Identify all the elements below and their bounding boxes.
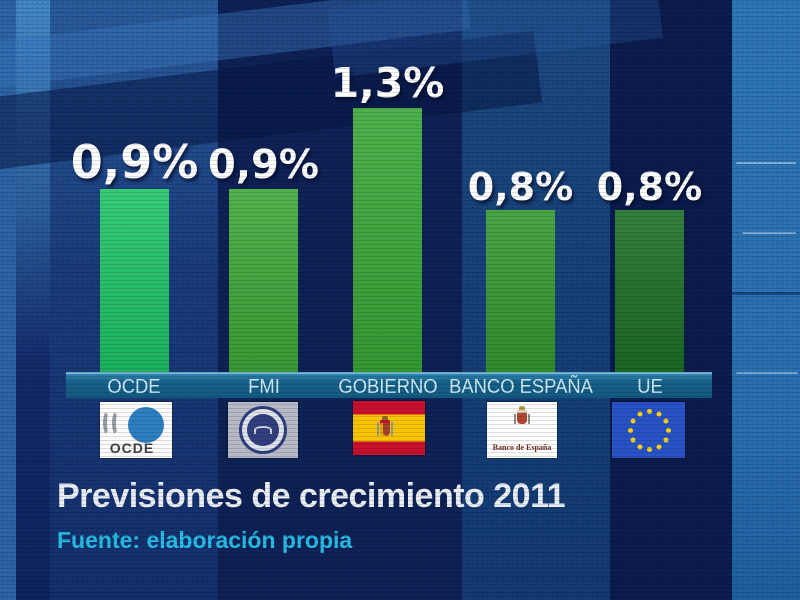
- category-label-gobierno: GOBIERNO: [338, 376, 438, 398]
- ocde-wave-icon: [112, 410, 123, 436]
- eu-star-icon: [665, 428, 671, 433]
- ocde-logo: OCDE: [100, 402, 172, 458]
- source-caption: Fuente: elaboración propia: [57, 527, 353, 553]
- bar-group-banco-espana: 0,8%: [468, 0, 573, 372]
- bar-value-label: 0,8%: [596, 165, 703, 209]
- banco-espana-logo: Banco de España: [487, 402, 557, 458]
- ocde-globe-icon: [128, 407, 164, 443]
- bar-value-label: 0,8%: [467, 165, 574, 209]
- eu-star-icon: [629, 417, 636, 425]
- fmi-seal-mark-icon: [254, 426, 272, 434]
- pillar-icon: [391, 422, 393, 436]
- eu-star-icon: [636, 443, 643, 451]
- eu-star-icon: [662, 436, 669, 444]
- bar-group-ocde: 0,9%: [71, 0, 198, 372]
- category-band: OCDE FMI GOBIERNO BANCO ESPAÑA UE: [66, 372, 712, 398]
- bg-dark-streak: [732, 292, 800, 295]
- bar-fmi: [229, 189, 298, 372]
- bg-light-streak: [736, 372, 798, 374]
- fmi-logo: [228, 402, 298, 458]
- eu-star-icon: [655, 410, 662, 418]
- banco-espana-crest-icon: [514, 406, 530, 426]
- bar-value-label: 1,3%: [330, 59, 445, 107]
- bar-ocde: [100, 189, 169, 372]
- bar-group-ue: 0,8%: [597, 0, 702, 372]
- crown-icon: [519, 406, 525, 410]
- bar-banco-espana: [486, 210, 555, 372]
- ocde-logo-text: OCDE: [109, 440, 155, 456]
- crown-icon: [382, 416, 388, 420]
- shield-icon: [517, 410, 527, 424]
- bar-value-label: 0,9%: [208, 142, 319, 188]
- bar-ue: [615, 210, 684, 372]
- category-label-ue: UE: [637, 376, 663, 398]
- eu-star-icon: [629, 436, 636, 444]
- pillar-icon: [377, 422, 379, 436]
- banco-espana-logo-text: Banco de España: [492, 443, 552, 452]
- eu-star-icon: [655, 443, 662, 451]
- eu-star-icon: [646, 409, 652, 414]
- shield-icon: [380, 420, 390, 436]
- bar-value-label: 0,9%: [70, 135, 199, 189]
- bg-column: [732, 0, 800, 600]
- category-label-ocde: OCDE: [107, 376, 161, 398]
- eu-star-icon: [627, 428, 633, 433]
- chart-title: Previsiones de crecimiento 2011: [57, 477, 566, 515]
- bg-light-streak: [736, 162, 796, 164]
- eu-star-icon: [662, 417, 669, 425]
- pillar-icon: [514, 414, 516, 424]
- bg-light-streak: [742, 232, 796, 234]
- category-label-banco-espana: BANCO ESPAÑA: [449, 376, 593, 398]
- spain-coat-of-arms-icon: [377, 416, 393, 440]
- pillar-icon: [528, 414, 530, 424]
- spain-flag: [353, 401, 425, 455]
- eu-flag: [612, 402, 685, 458]
- bar-group-fmi: 0,9%: [208, 0, 319, 372]
- bar-group-gobierno: 1,3%: [331, 0, 444, 372]
- ocde-wave-icon: [103, 410, 114, 436]
- eu-star-icon: [636, 410, 643, 418]
- bar-gobierno: [353, 108, 422, 372]
- category-label-fmi: FMI: [248, 376, 280, 398]
- eu-star-icon: [646, 447, 652, 452]
